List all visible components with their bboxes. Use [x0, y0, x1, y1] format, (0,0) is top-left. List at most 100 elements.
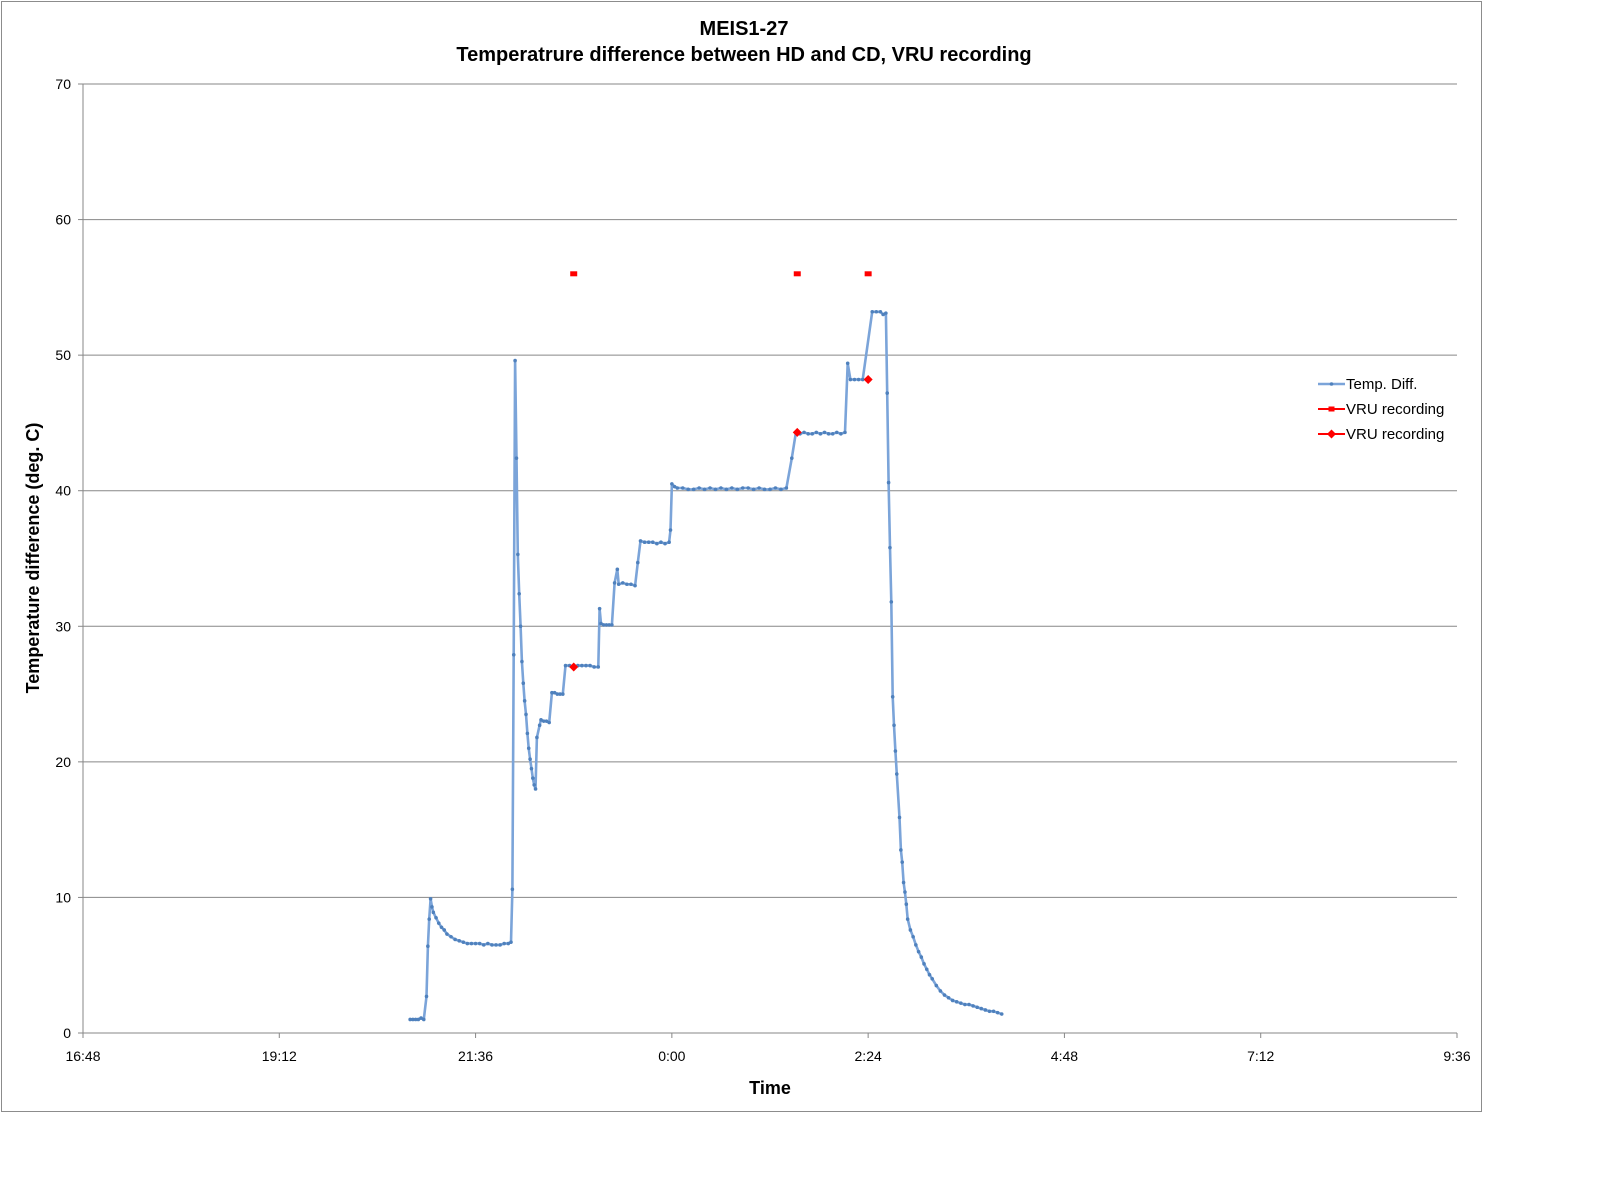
y-tick-label: 40 [55, 483, 71, 499]
legend-label: VRU recording [1346, 426, 1444, 443]
temp-diff-point [735, 487, 740, 492]
temp-diff-point [995, 1010, 1000, 1015]
temp-diff-point [502, 941, 506, 946]
temp-diff-point [599, 621, 603, 626]
temp-diff-point [524, 712, 528, 717]
temp-diff-point [881, 312, 885, 317]
temp-diff-point [650, 540, 655, 545]
temp-diff-point [539, 718, 543, 722]
temp-diff-point [513, 358, 517, 363]
temp-diff-point [885, 391, 890, 395]
temp-diff-point [431, 910, 436, 915]
legend-swatch-marker [1327, 429, 1336, 439]
temp-diff-point [946, 995, 951, 1000]
temp-diff-point [620, 581, 625, 585]
temp-diff-point [942, 993, 947, 997]
temp-diff-point [428, 896, 433, 901]
temp-diff-point [919, 955, 924, 959]
temp-diff-point [870, 309, 875, 314]
temp-diff-point [597, 606, 602, 611]
temp-diff-point [663, 541, 667, 546]
temp-diff-point [843, 430, 847, 435]
temp-diff-point [469, 941, 474, 946]
temp-diff-point [537, 723, 542, 728]
temp-diff-point [822, 430, 827, 435]
temp-diff-point [790, 456, 794, 460]
temp-diff-point [646, 540, 651, 545]
temp-diff-point [826, 431, 831, 436]
temp-diff-point [668, 528, 673, 532]
vru-marker-diamond [792, 427, 802, 437]
temp-diff-point [424, 994, 429, 999]
temp-diff-point [667, 540, 671, 545]
temp-diff-point [610, 623, 614, 627]
x-tick-label: 9:36 [1443, 1048, 1470, 1064]
temp-diff-point [894, 772, 899, 776]
temp-diff-point [897, 815, 902, 820]
temp-diff-point [934, 983, 939, 988]
temp-diff-point [899, 848, 903, 852]
temp-diff-point [814, 430, 819, 435]
temp-diff-point [680, 486, 685, 490]
temp-diff-point [991, 1009, 996, 1014]
temp-diff-point [697, 486, 701, 490]
temp-diff-point [522, 699, 527, 703]
temp-diff-point [834, 430, 839, 435]
temp-diff-point [408, 1017, 412, 1022]
temp-diff-point [839, 431, 843, 436]
temp-diff-point [779, 487, 783, 492]
temp-diff-point [642, 540, 647, 545]
temp-diff-point [691, 487, 696, 492]
temp-diff-point [430, 905, 434, 909]
temp-diff-point [419, 1016, 423, 1020]
temp-diff-point [927, 972, 932, 977]
tick-labels: 0 10 20 30 40 50 60 70 16:48 19:12 21:36 0:00 2:24 4:… [55, 76, 1470, 1064]
vru-marker-diamond [863, 375, 873, 385]
temp-diff-point [547, 720, 551, 725]
temp-diff-point [675, 486, 680, 490]
temp-diff-point [886, 480, 891, 485]
temp-diff-point [584, 663, 588, 668]
temp-diff-point [592, 665, 596, 669]
vru-marker-square [570, 271, 578, 277]
temp-diff-point [713, 487, 718, 492]
temp-diff-point [607, 623, 611, 627]
temp-diff-point [730, 486, 734, 490]
temp-diff-point [983, 1008, 988, 1012]
temp-diff-point [893, 749, 898, 753]
legend-swatch-marker [1328, 406, 1335, 412]
y-tick-label: 70 [55, 76, 71, 92]
temp-diff-point [908, 928, 913, 932]
x-tick-label: 19:12 [262, 1048, 297, 1064]
temp-diff-point [830, 431, 835, 436]
temp-diff-point [892, 723, 896, 728]
x-axis-title: Time [749, 1078, 791, 1098]
temp-diff-point [506, 941, 511, 946]
temp-diff-point [904, 902, 909, 907]
gridlines [83, 83, 1457, 898]
legend: Temp. Diff. VRU recording VRU recording [1318, 376, 1444, 443]
x-tick-label: 7:12 [1247, 1048, 1274, 1064]
temp-diff-point [473, 941, 478, 946]
temp-diff-point [532, 783, 536, 787]
temp-diff-point [967, 1002, 971, 1007]
temp-diff-point [845, 361, 850, 366]
temp-diff-point [588, 663, 592, 668]
temp-diff-point [890, 694, 895, 699]
temp-diff-point [878, 309, 883, 314]
temp-diff-point [529, 766, 534, 771]
temp-diff-point [724, 487, 729, 492]
temp-diff-point [516, 552, 520, 557]
temp-diff-point [525, 731, 530, 736]
vru-marker-diamond [569, 662, 579, 672]
temp-diff-point [922, 962, 926, 966]
temp-diff-point [413, 1017, 418, 1022]
temp-diff-point [563, 663, 568, 668]
temp-diff-point [436, 921, 441, 925]
temp-diff-point [421, 1017, 426, 1022]
temp-diff-point [531, 776, 535, 780]
temp-diff-point [616, 582, 621, 587]
temp-diff-point [411, 1017, 415, 1022]
temp-diff-point [498, 943, 502, 947]
temp-diff-point [914, 943, 918, 947]
